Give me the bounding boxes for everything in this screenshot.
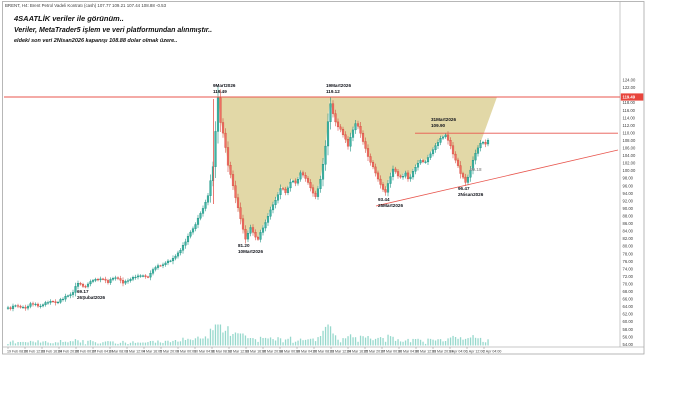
svg-text:9 Mar 00:00: 9 Mar 00:00 (177, 350, 196, 354)
annotation-line-2: Veriler, MetaTrader5 işlem ve veri platf… (14, 27, 212, 34)
svg-text:26 Feb 00:00: 26 Feb 00:00 (75, 350, 96, 354)
svg-text:93.44: 93.44 (378, 197, 390, 202)
svg-text:66.00: 66.00 (623, 297, 634, 302)
svg-text:30 Mar 12:00: 30 Mar 12:00 (415, 350, 436, 354)
svg-text:3 Mar 12:00: 3 Mar 12:00 (126, 350, 145, 354)
svg-text:72.00: 72.00 (623, 274, 634, 279)
svg-text:56.00: 56.00 (623, 334, 634, 339)
svg-text:90.00: 90.00 (623, 206, 634, 211)
svg-text:60.00: 60.00 (623, 319, 634, 324)
svg-text:64.00: 64.00 (623, 304, 634, 309)
svg-text:116.00: 116.00 (623, 108, 636, 113)
svg-text:12 Mar 12:00: 12 Mar 12:00 (228, 350, 249, 354)
svg-text:119.49: 119.49 (213, 89, 227, 94)
svg-text:109.90: 109.90 (431, 123, 445, 128)
chart-header-ohlc: BRENT, H4: Brent Petrol Vadeli Kontratı … (5, 3, 167, 8)
svg-text:112.00: 112.00 (623, 123, 636, 128)
svg-text:23 Feb 16:00: 23 Feb 16:00 (41, 350, 62, 354)
svg-text:96.00: 96.00 (623, 183, 634, 188)
svg-text:24 Mar 16:00: 24 Mar 16:00 (347, 350, 368, 354)
svg-text:92.00: 92.00 (623, 198, 634, 203)
svg-text:31 Mar 20:00: 31 Mar 20:00 (432, 350, 453, 354)
svg-text:119.49: 119.49 (623, 95, 636, 100)
svg-text:106.00: 106.00 (623, 146, 636, 151)
svg-text:118.00: 118.00 (623, 100, 636, 105)
svg-text:23 Mar 12:00: 23 Mar 12:00 (330, 350, 351, 354)
svg-text:99.18: 99.18 (470, 167, 482, 172)
svg-text:58.00: 58.00 (623, 327, 634, 332)
svg-text:25Mart2026: 25Mart2026 (378, 203, 403, 208)
svg-text:25 Mar 20:00: 25 Mar 20:00 (364, 350, 385, 354)
svg-text:13 Mar 16:00: 13 Mar 16:00 (245, 350, 266, 354)
svg-text:2 Apr 04:00: 2 Apr 04:00 (483, 350, 501, 354)
svg-text:27 Feb 04:00: 27 Feb 04:00 (92, 350, 113, 354)
annotation-line-3: eldeki son veri 2Nisan2026 kapanışı 108.… (14, 38, 178, 44)
svg-text:70.00: 70.00 (623, 282, 634, 287)
svg-text:18 Mar 00:00: 18 Mar 00:00 (279, 350, 300, 354)
svg-text:76.00: 76.00 (623, 259, 634, 264)
svg-text:124.00: 124.00 (623, 78, 636, 83)
svg-text:4 Mar 16:00: 4 Mar 16:00 (143, 350, 162, 354)
svg-text:62.00: 62.00 (623, 312, 634, 317)
svg-text:96.47: 96.47 (458, 186, 470, 191)
pattern-fill-layer (218, 97, 497, 240)
svg-text:2 Mar 08:00: 2 Mar 08:00 (109, 350, 128, 354)
svg-text:100.00: 100.00 (623, 168, 636, 173)
svg-text:2Nisan2026: 2Nisan2026 (458, 192, 484, 197)
trendlines-layer[interactable] (4, 96, 620, 207)
price-axis: 124.00122.00120.00118.00116.00114.00112.… (620, 78, 644, 347)
svg-text:10Mart2026: 10Mart2026 (238, 249, 263, 254)
svg-text:84.00: 84.00 (623, 229, 634, 234)
svg-text:80.00: 80.00 (623, 244, 634, 249)
svg-text:102.00: 102.00 (623, 161, 636, 166)
svg-text:78.00: 78.00 (623, 251, 634, 256)
svg-text:9Mart2026: 9Mart2026 (213, 83, 236, 88)
svg-text:30 Mar 04:00: 30 Mar 04:00 (398, 350, 419, 354)
svg-text:27 Mar 00:00: 27 Mar 00:00 (381, 350, 402, 354)
svg-text:16 Mar 20:00: 16 Mar 20:00 (262, 350, 283, 354)
svg-text:20 Feb 12:00: 20 Feb 12:00 (24, 350, 45, 354)
svg-text:19 Mar 04:00: 19 Mar 04:00 (296, 350, 317, 354)
svg-text:19Mart2026: 19Mart2026 (326, 83, 351, 88)
svg-text:68.00: 68.00 (623, 289, 634, 294)
svg-text:24 Feb 20:00: 24 Feb 20:00 (58, 350, 79, 354)
analyst-annotation: 4SAATLİK veriler ile görünüm.. Veriler, … (13, 14, 212, 44)
svg-text:94.00: 94.00 (623, 191, 634, 196)
svg-text:81.20: 81.20 (238, 243, 250, 248)
svg-text:31Mart2026: 31Mart2026 (431, 117, 456, 122)
svg-text:5 Mar 20:00: 5 Mar 20:00 (160, 350, 179, 354)
svg-text:74.00: 74.00 (623, 266, 634, 271)
svg-text:1 Apr 04:00: 1 Apr 04:00 (449, 350, 467, 354)
annotation-line-1: 4SAATLİK veriler ile görünüm.. (13, 14, 124, 23)
candlesticks-layer (6, 86, 490, 312)
svg-text:114.00: 114.00 (623, 115, 636, 120)
svg-text:20 Mar 08:00: 20 Mar 08:00 (313, 350, 334, 354)
svg-text:110.00: 110.00 (623, 130, 636, 135)
svg-text:10 Mar 04:00: 10 Mar 04:00 (194, 350, 215, 354)
svg-text:69.17: 69.17 (77, 289, 89, 294)
svg-text:26Şubat2026: 26Şubat2026 (77, 295, 106, 300)
svg-text:119.12: 119.12 (326, 89, 340, 94)
svg-text:82.00: 82.00 (623, 236, 634, 241)
svg-text:1 Apr 12:00: 1 Apr 12:00 (466, 350, 484, 354)
svg-text:19 Feb 08:00: 19 Feb 08:00 (7, 350, 28, 354)
svg-text:11 Mar 08:00: 11 Mar 08:00 (211, 350, 232, 354)
svg-text:86.00: 86.00 (623, 221, 634, 226)
svg-text:54.00: 54.00 (623, 342, 634, 347)
svg-text:98.00: 98.00 (623, 176, 634, 181)
volume-bars-layer (7, 324, 489, 346)
svg-text:122.00: 122.00 (623, 85, 636, 90)
svg-text:108.00: 108.00 (623, 138, 636, 143)
svg-text:88.00: 88.00 (623, 214, 634, 219)
svg-text:104.00: 104.00 (623, 153, 636, 158)
